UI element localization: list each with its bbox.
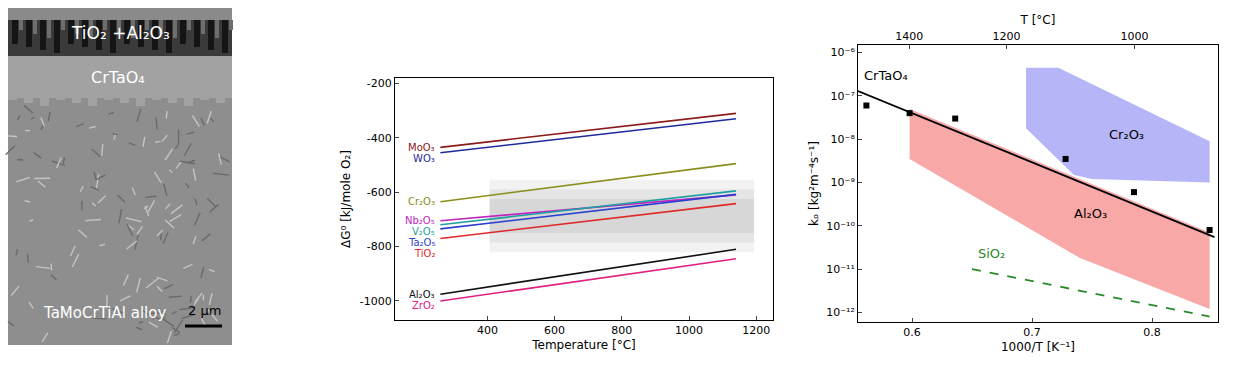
svg-text:600: 600 — [544, 324, 565, 337]
svg-text:10⁻¹⁰: 10⁻¹⁰ — [826, 220, 855, 233]
svg-text:CrTaO₄: CrTaO₄ — [91, 68, 145, 87]
svg-text:1000: 1000 — [1121, 30, 1149, 43]
svg-text:kₚ [kg²m⁻⁴s⁻¹]: kₚ [kg²m⁻⁴s⁻¹] — [807, 141, 821, 226]
svg-text:TaMoCrTiAl alloy: TaMoCrTiAl alloy — [43, 304, 166, 322]
svg-text:400: 400 — [477, 324, 498, 337]
svg-text:800: 800 — [611, 324, 632, 337]
svg-text:ZrO₂: ZrO₂ — [412, 300, 435, 311]
svg-text:SiO₂: SiO₂ — [978, 246, 1005, 261]
svg-text:Cr₂O₃: Cr₂O₃ — [1109, 127, 1144, 142]
svg-text:-1000: -1000 — [360, 295, 392, 308]
svg-text:2 μm: 2 μm — [188, 303, 221, 318]
svg-text:10⁻⁸: 10⁻⁸ — [831, 133, 856, 146]
svg-text:10⁻¹²: 10⁻¹² — [826, 306, 855, 319]
svg-text:-800: -800 — [367, 240, 392, 253]
svg-text:TiO₂ +Al₂O₃: TiO₂ +Al₂O₃ — [71, 23, 170, 43]
svg-text:10⁻⁹: 10⁻⁹ — [831, 176, 855, 189]
svg-text:0.8: 0.8 — [1143, 326, 1161, 339]
svg-text:Ta₂O₅: Ta₂O₅ — [408, 237, 435, 248]
svg-text:V₂O₅: V₂O₅ — [412, 226, 435, 237]
svg-text:1200: 1200 — [993, 30, 1021, 43]
svg-text:T [°C]: T [°C] — [1020, 13, 1056, 27]
svg-text:10⁻¹¹: 10⁻¹¹ — [826, 263, 855, 276]
svg-text:Temperature [°C]: Temperature [°C] — [531, 338, 636, 352]
svg-text:MoO₃: MoO₃ — [408, 142, 435, 153]
svg-text:Al₂O₃: Al₂O₃ — [1074, 206, 1107, 221]
svg-text:-200: -200 — [367, 77, 392, 90]
svg-text:-600: -600 — [367, 186, 392, 199]
svg-text:10⁻⁶: 10⁻⁶ — [831, 46, 856, 59]
svg-text:Al₂O₃: Al₂O₃ — [409, 289, 435, 300]
svg-text:1000/T [K⁻¹]: 1000/T [K⁻¹] — [1001, 340, 1075, 354]
svg-text:CrTaO₄: CrTaO₄ — [864, 68, 908, 83]
svg-text:0.7: 0.7 — [1023, 326, 1041, 339]
svg-text:1200: 1200 — [742, 324, 770, 337]
svg-text:1000: 1000 — [675, 324, 703, 337]
svg-text:Nb₂O₅: Nb₂O₅ — [405, 215, 435, 226]
svg-text:WO₃: WO₃ — [413, 153, 435, 164]
svg-text:TiO₂: TiO₂ — [414, 248, 435, 259]
svg-text:ΔG⁰ [kJ/mole O₂]: ΔG⁰ [kJ/mole O₂] — [339, 150, 353, 248]
svg-text:Cr₂O₃: Cr₂O₃ — [408, 196, 435, 207]
svg-text:-400: -400 — [367, 132, 392, 145]
svg-text:10⁻⁷: 10⁻⁷ — [831, 90, 855, 103]
svg-text:0.6: 0.6 — [903, 326, 921, 339]
svg-text:1400: 1400 — [895, 30, 923, 43]
